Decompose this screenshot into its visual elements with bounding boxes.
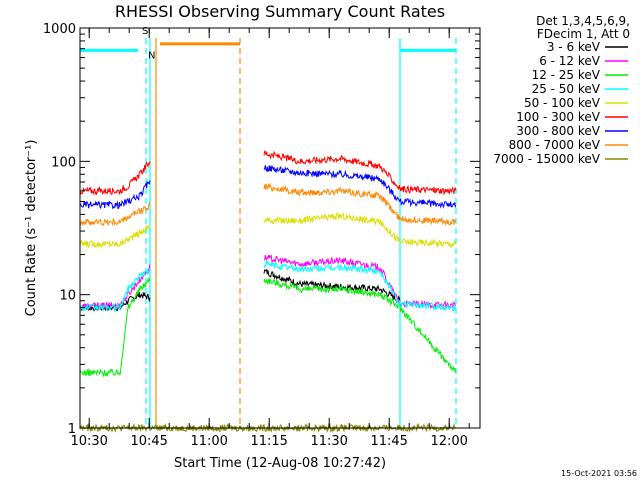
plot-area: SN [79,26,457,433]
legend-header: FDecim 1, Att 0 [537,27,630,41]
x-tick-label: 11:45 [370,434,407,449]
x-axis-label: Start Time (12-Aug-08 10:27:42) [174,456,386,471]
legend-entry-label: 50 - 100 keV [524,96,601,110]
x-tick-label: 11:00 [190,434,227,449]
series-line-7-0 [79,202,151,227]
y-tick-label: 1 [68,422,76,437]
night-flag-label: N [148,51,155,62]
legend-entry-label: 12 - 25 keV [532,68,601,82]
series-line-6-0 [79,180,151,210]
legend-entry-label: 100 - 300 keV [516,110,600,124]
series-line-3-0 [79,267,151,312]
series-line-6-1 [263,164,457,209]
series-line-8-0 [79,422,457,433]
series-line-5-1 [263,150,457,196]
series-line-4-0 [79,224,151,249]
y-tick-label: 100 [51,155,76,170]
legend-entry-label: 7000 - 15000 keV [493,152,600,166]
x-tick-label: 10:30 [70,434,107,449]
plot-frame [79,27,481,429]
axes: 1 10 100 1000 10:30 10:45 11:00 11:15 11:30 11:45… [43,22,481,449]
series-line-3-1 [263,259,457,312]
x-tick-label: 11:30 [310,434,347,449]
series-line-4-1 [263,212,457,249]
legend-entry-label: 3 - 6 keV [547,40,601,54]
series-line-2-1 [263,278,457,373]
series-line-5-0 [79,161,151,196]
series-line-0-1 [263,268,401,304]
legend-entry-label: 800 - 7000 keV [509,138,601,152]
legend-entry-label: 300 - 800 keV [516,124,600,138]
chart-title: RHESSI Observing Summary Count Rates [115,2,445,21]
footer-date: 15-Oct-2021 03:56 [561,469,637,478]
legend-entry-label: 6 - 12 keV [539,54,601,68]
x-tick-label: 10:45 [130,434,167,449]
saa-flag-label: S [142,26,148,37]
legend: Det 1,3,4,5,6,9,FDecim 1, Att 03 - 6 keV… [493,14,630,166]
y-axis-label: Count Rate (s⁻¹ detector⁻¹) [24,140,39,317]
series-line-2-0 [79,277,151,378]
y-tick-label: 1000 [43,22,76,37]
y-tick-label: 10 [59,289,76,304]
legend-header: Det 1,3,4,5,6,9, [536,14,630,28]
x-tick-label: 11:15 [250,434,287,449]
series-line-1-0 [79,263,151,311]
x-tick-label: 12:00 [430,434,467,449]
legend-entry-label: 25 - 50 keV [532,82,601,96]
series-line-7-1 [263,182,457,227]
